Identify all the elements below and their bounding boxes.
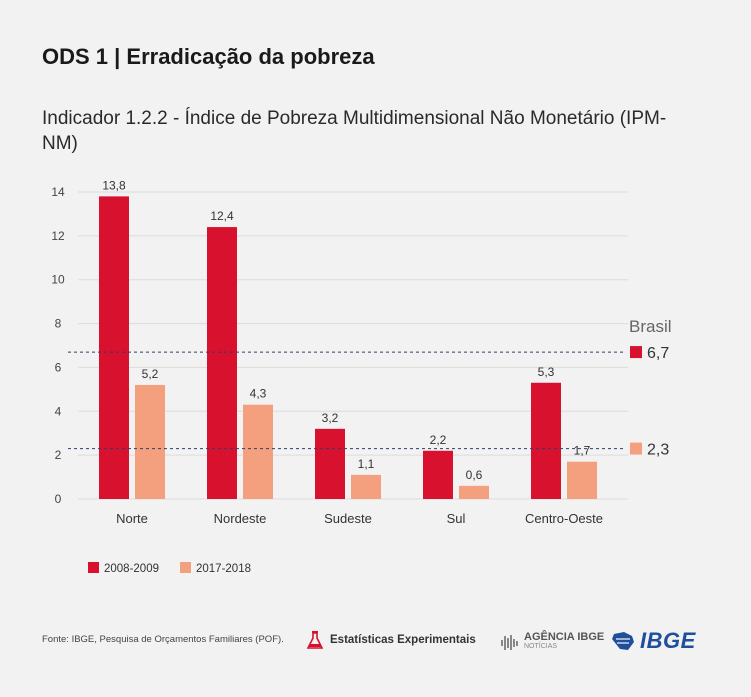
ibge-logo: IBGE (610, 628, 696, 654)
y-tick-label: 12 (51, 229, 65, 243)
data-label: 2,2 (430, 433, 447, 447)
source-note: Fonte: IBGE, Pesquisa de Orçamentos Fami… (42, 634, 284, 645)
brazil-map-icon (612, 632, 634, 650)
bar (243, 404, 273, 499)
bar-chart: 0 2 4 6 8 10 12 14 13,8 5,2 Norte 12,4 4,3 Nordeste 3,… (51, 178, 672, 575)
bar (99, 196, 129, 499)
x-tick-label: Nordeste (214, 511, 267, 526)
estatisticas-experimentais-text: Estatísticas Experimentais (330, 634, 476, 646)
reference-value: 6,7 (647, 345, 669, 362)
reference-title: Brasil (629, 317, 672, 336)
agencia-ibge-logo: AGÊNCIA IBGE NOTÍCIAS (500, 628, 604, 656)
reference-swatch (630, 346, 642, 359)
x-tick-label: Sudeste (324, 511, 372, 526)
legend-label: 2008-2009 (104, 563, 159, 575)
bar (567, 461, 597, 499)
page-title: ODS 1 | Erradicação da pobreza (42, 44, 375, 69)
bar (135, 384, 165, 499)
legend-swatch (88, 562, 99, 573)
y-tick-label: 0 (55, 492, 62, 506)
x-tick-label: Norte (116, 511, 148, 526)
flask-icon (306, 631, 324, 649)
data-label: 12,4 (210, 209, 234, 223)
agencia-bars-icon (501, 635, 518, 650)
data-label: 5,2 (142, 367, 159, 381)
x-tick-label: Centro-Oeste (525, 511, 603, 526)
bar (459, 485, 489, 499)
bar (207, 227, 237, 500)
data-label: 3,2 (322, 411, 339, 425)
y-tick-label: 10 (51, 273, 65, 287)
agencia-ibge-label: AGÊNCIA IBGE (524, 631, 605, 643)
data-label: 0,6 (466, 468, 483, 482)
ibge-logo-text: IBGE (640, 628, 696, 653)
data-label: 1,7 (574, 444, 591, 458)
bar (423, 450, 453, 499)
agencia-ibge-text: AGÊNCIA IBGE NOTÍCIAS (524, 632, 604, 652)
data-label: 1,1 (358, 457, 375, 471)
y-tick-label: 2 (55, 448, 62, 462)
data-label: 5,3 (538, 365, 555, 379)
x-tick-label: Sul (447, 511, 466, 526)
legend-label: 2017-2018 (196, 563, 251, 575)
data-label: 4,3 (250, 387, 267, 401)
y-tick-label: 8 (55, 317, 62, 331)
bar (315, 428, 345, 499)
bar (351, 474, 381, 499)
legend-swatch (180, 562, 191, 573)
estatisticas-experimentais-logo: Estatísticas Experimentais (306, 627, 476, 653)
chart-subtitle: Indicador 1.2.2 - Índice de Pobreza Mult… (42, 108, 667, 154)
bar (531, 382, 561, 499)
reference-value: 2,3 (647, 442, 669, 459)
y-tick-label: 4 (55, 404, 62, 418)
y-tick-label: 14 (51, 185, 65, 199)
data-label: 13,8 (102, 178, 126, 192)
reference-swatch (630, 442, 642, 455)
agencia-noticias-label: NOTÍCIAS (524, 643, 558, 650)
y-tick-label: 6 (55, 360, 62, 374)
